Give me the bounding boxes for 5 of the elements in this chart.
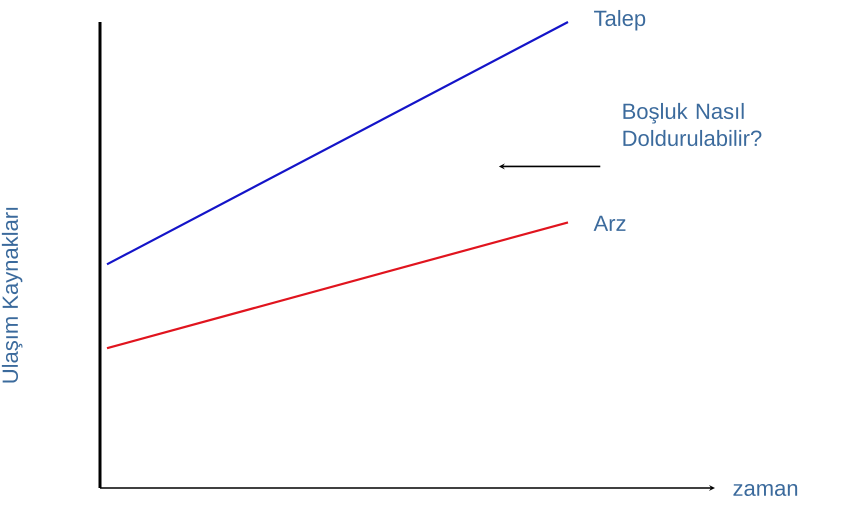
annotation: Boşluk Nasıl Doldurulabilir? — [623, 102, 762, 146]
y-axis-title: Ulaşım Kaynakları — [2, 208, 22, 383]
x-axis-title: zaman — [733, 484, 798, 496]
series-label: Talep — [594, 10, 646, 30]
series-label: Arz — [594, 216, 626, 231]
